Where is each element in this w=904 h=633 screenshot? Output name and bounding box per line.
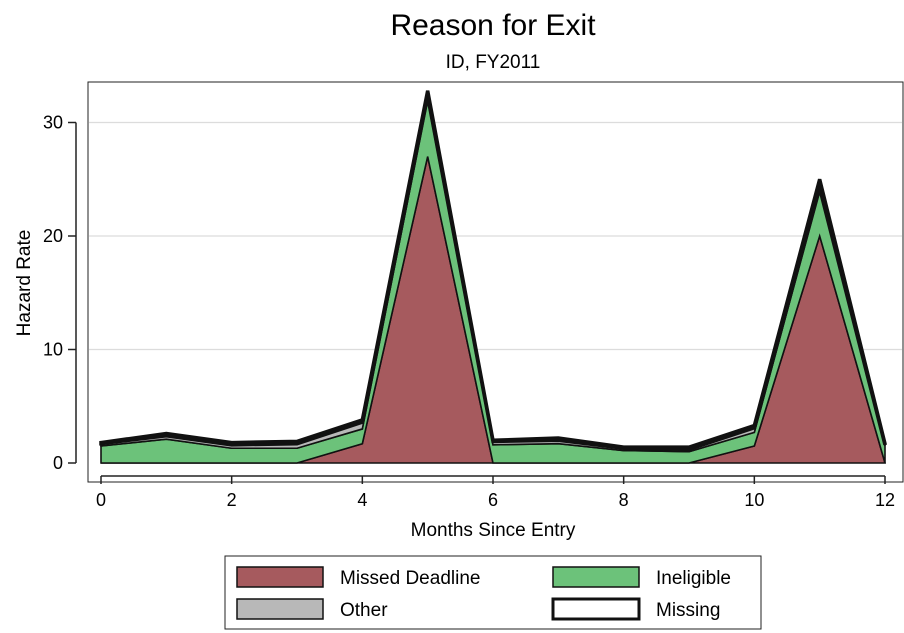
legend-swatch-ineligible [552,566,640,588]
area-missing [99,90,887,452]
legend-label-missing: Missing [656,600,720,621]
y-axis-label: Hazard Rate [14,230,35,337]
y-tick-label-0: 0 [53,453,63,473]
legend-label-other: Other [340,600,388,621]
y-tick-label-20: 20 [43,226,63,246]
x-tick-label-8: 8 [619,490,629,510]
x-tick-label-10: 10 [744,490,764,510]
chart-subtitle: ID, FY2011 [446,52,541,73]
tick-labels: 0 2 4 6 8 10 12 0 10 20 30 [43,113,895,511]
x-tick-label-0: 0 [96,490,106,510]
chart-title: Reason for Exit [390,9,596,42]
legend-swatch-missing [551,597,641,621]
legend-swatch-other [236,598,324,620]
y-tick-label-10: 10 [43,340,63,360]
legend-swatch-missed-deadline [236,566,324,588]
x-tick-label-2: 2 [227,490,237,510]
x-tick-label-4: 4 [357,490,367,510]
gridlines [89,121,902,351]
x-tick-label-6: 6 [488,490,498,510]
area-series-group [99,90,887,464]
y-tick-label-30: 30 [43,113,63,133]
legend-label-missed-deadline: Missed Deadline [340,568,480,589]
legend: Missed Deadline Ineligible Other Missing [224,555,762,630]
x-tick-label-12: 12 [875,490,895,510]
x-axis-label: Months Since Entry [411,520,576,541]
legend-label-ineligible: Ineligible [656,568,731,589]
